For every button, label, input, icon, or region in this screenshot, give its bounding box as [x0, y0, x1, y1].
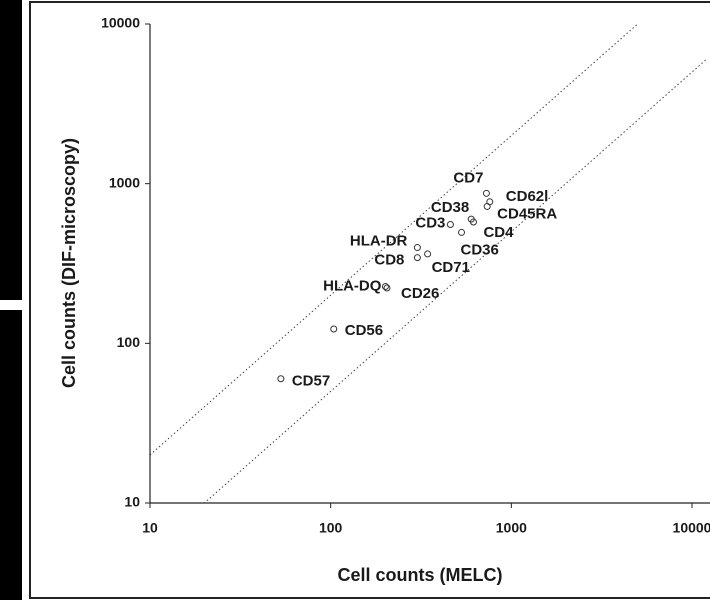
chart: Cell counts (MELC) Cell counts (DIF-micr… [0, 0, 710, 600]
page: Cell counts (MELC) Cell counts (DIF-micr… [0, 0, 710, 600]
point-label: CD7 [453, 169, 483, 186]
point-label: CD38 [431, 199, 469, 216]
y-tick-label: 100 [117, 334, 141, 350]
point-label: CD8 [374, 252, 404, 269]
point-label: CD26 [401, 285, 439, 302]
y-tick-label: 1000 [109, 174, 140, 190]
point-label: CD62l [506, 188, 549, 205]
x-tick-label: 10 [142, 520, 158, 536]
neighbor-image [0, 310, 22, 600]
y-tick-label: 10000 [101, 15, 140, 31]
point-label: CD36 [461, 241, 499, 258]
x-tick-label: 1000 [496, 520, 527, 536]
y-tick-label: 10 [124, 494, 140, 510]
point-label: HLA-DQ [323, 277, 382, 294]
point-label: HLA-DR [350, 233, 408, 250]
point-label: CD56 [345, 322, 383, 339]
x-axis-title: Cell counts (MELC) [338, 565, 503, 585]
point-label: CD71 [432, 259, 470, 276]
point-label: CD3 [415, 214, 445, 231]
point-label: CD57 [292, 373, 330, 390]
neighbor-image [0, 0, 22, 300]
point-label: CD45RA [497, 205, 557, 222]
y-axis-title: Cell counts (DIF-microscopy) [59, 138, 79, 388]
x-tick-label: 100 [319, 520, 343, 536]
point-label: CD4 [483, 224, 514, 241]
x-tick-label: 10000 [673, 520, 710, 536]
